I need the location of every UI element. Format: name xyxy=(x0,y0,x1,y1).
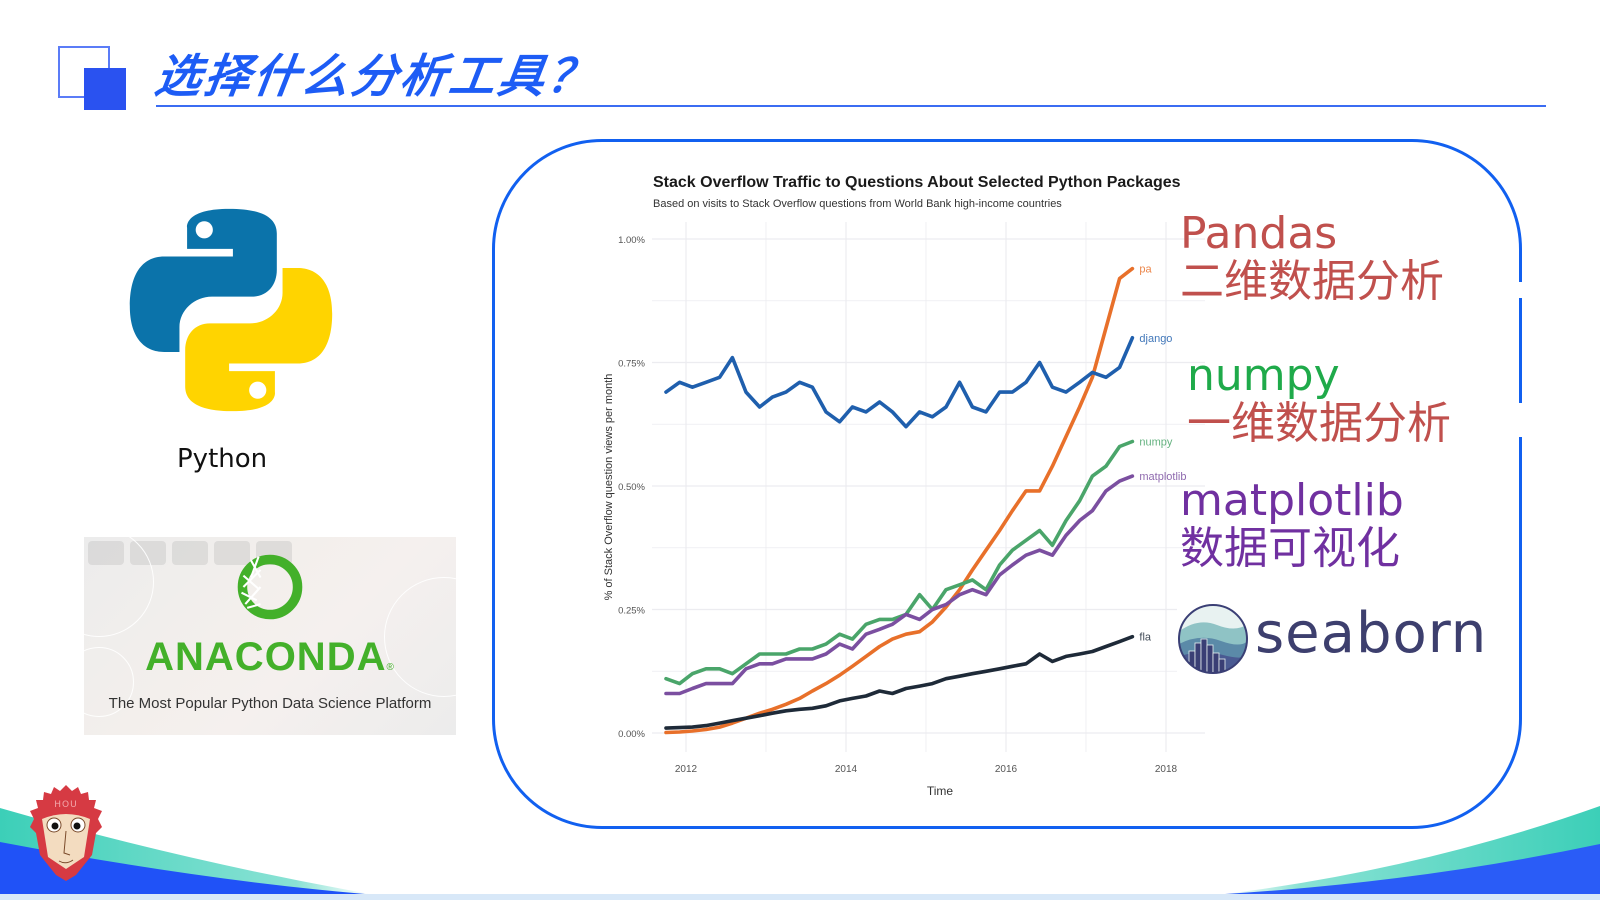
y-tick-label: 0.25% xyxy=(618,606,645,617)
chart-subtitle: Based on visits to Stack Overflow questi… xyxy=(653,198,1062,210)
pandas-desc: 二维数据分析 xyxy=(1180,255,1444,307)
x-tick-label: 2018 xyxy=(1155,764,1178,775)
numpy-annotation: numpy 一维数据分析 xyxy=(1187,352,1451,447)
footer-wave-decoration xyxy=(0,806,1600,900)
y-axis-label: % of Stack Overflow question views per m… xyxy=(603,374,615,601)
x-tick-label: 2014 xyxy=(835,764,858,775)
chart-title: Stack Overflow Traffic to Questions Abou… xyxy=(653,174,1181,191)
y-tick-label: 1.00% xyxy=(618,235,645,246)
series-line-matplotlib xyxy=(664,474,1135,696)
frame-gap xyxy=(1516,403,1526,437)
y-tick-label: 0.00% xyxy=(618,729,645,740)
title-underline-divider xyxy=(156,105,1546,107)
python-label: Python xyxy=(177,444,268,474)
anaconda-wordmark: ANACONDA® xyxy=(145,635,395,679)
seaborn-wordmark: seaborn xyxy=(1255,601,1488,666)
anaconda-tagline: The Most Popular Python Data Science Pla… xyxy=(108,695,432,712)
seaborn-logo: seaborn xyxy=(1177,601,1486,677)
pandas-annotation: Pandas 二维数据分析 xyxy=(1180,210,1444,305)
matplotlib-desc: 数据可视化 xyxy=(1180,522,1400,574)
series-line-flask xyxy=(664,634,1135,730)
series-label-pandas: pa xyxy=(1139,264,1152,276)
x-tick-label: 2016 xyxy=(995,764,1018,775)
filled-square-icon xyxy=(84,68,126,110)
x-tick-label: 2012 xyxy=(675,764,698,775)
anaconda-banner: ANACONDA® The Most Popular Python Data S… xyxy=(84,537,456,735)
y-tick-label: 0.75% xyxy=(618,359,645,370)
anaconda-ring-icon xyxy=(237,554,303,620)
series-line-django xyxy=(664,335,1135,429)
x-axis-label: Time xyxy=(927,784,954,798)
numpy-desc: 一维数据分析 xyxy=(1187,397,1451,449)
plot-area xyxy=(650,222,1210,767)
series-label-matplotlib: matplotlib xyxy=(1139,471,1186,483)
title-decoration-icon xyxy=(58,46,128,112)
numpy-name: numpy xyxy=(1187,350,1340,401)
y-tick-label: 0.50% xyxy=(618,482,645,493)
chart-frame xyxy=(492,139,1522,829)
matplotlib-annotation: matplotlib 数据可视化 xyxy=(1180,477,1404,572)
series-line-numpy xyxy=(664,439,1135,686)
matplotlib-name: matplotlib xyxy=(1180,475,1404,526)
pandas-name: Pandas xyxy=(1180,208,1338,259)
series-label-django: django xyxy=(1139,333,1172,345)
series-label-flask: fla xyxy=(1139,632,1152,644)
mascot-avatar-icon: HOU xyxy=(30,785,102,881)
svg-text:HOU: HOU xyxy=(54,800,77,810)
python-logo-icon xyxy=(129,208,333,412)
series-label-numpy: numpy xyxy=(1139,437,1173,449)
seaborn-icon xyxy=(1178,604,1248,674)
frame-gap xyxy=(1516,282,1526,298)
